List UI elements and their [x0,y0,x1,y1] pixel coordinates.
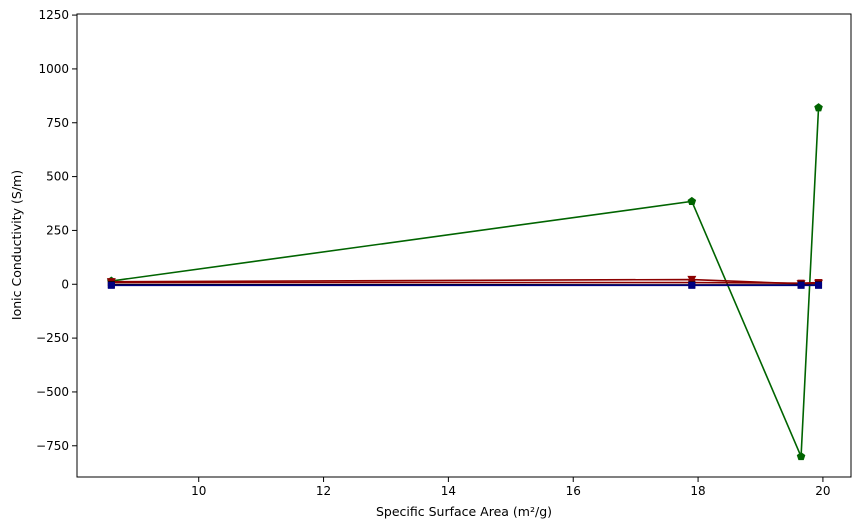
x-axis-title: Specific Surface Area (m²/g) [376,504,552,519]
x-tick-label: 14 [441,484,456,498]
y-axis-title: Ionic Conductivity (S/m) [9,170,24,320]
y-tick-label: −250 [36,331,69,345]
square-marker [815,281,823,289]
y-tick-label: −500 [36,385,69,399]
series-line [111,281,819,284]
y-tick-label: −750 [36,439,69,453]
plot-frame [76,13,852,478]
square-marker [688,281,696,289]
series [107,281,823,289]
y-tick-label: 1000 [38,62,69,76]
series-layer [106,103,824,461]
y-tick-label: 250 [46,223,69,237]
x-tick-label: 16 [566,484,581,498]
square-marker [797,281,805,289]
x-tick-label: 20 [815,484,830,498]
x-tick-label: 12 [316,484,331,498]
pentagon-marker [814,103,823,112]
pentagon-marker [687,196,697,205]
x-tick-label: 18 [690,484,705,498]
square-marker [107,281,115,289]
pentagon-marker [796,452,806,461]
plot-area [77,14,851,477]
y-tick-label: 750 [46,116,69,130]
y-tick-label: 500 [46,170,69,184]
y-tick-label: 1250 [38,8,69,22]
x-tick-label: 10 [191,484,206,498]
ticks-layer: 10 12 14 16 18 20 −750 −500 −250 0 250 500 750 1000 12… [36,8,831,498]
y-tick-label: 0 [61,277,69,291]
